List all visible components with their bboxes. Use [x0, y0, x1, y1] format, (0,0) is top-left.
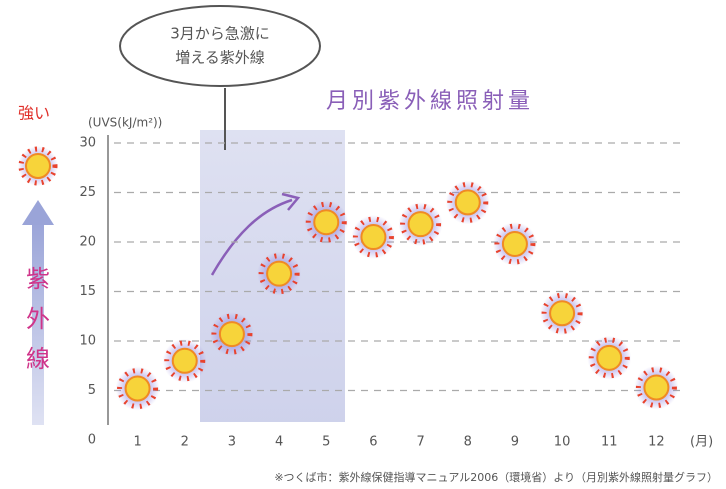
x-axis-label: (月) [690, 435, 713, 450]
x-tick-label: 10 [554, 435, 571, 450]
sun-marker [266, 260, 293, 287]
sun-rays [258, 253, 300, 295]
sun-marker [171, 347, 198, 374]
side-label: 紫 [26, 265, 50, 293]
x-tick-label: 11 [601, 435, 618, 450]
sun-marker [643, 374, 670, 401]
y-tick-label: 15 [79, 284, 96, 299]
x-tick-label: 3 [228, 435, 236, 450]
callout-bubble [119, 5, 321, 87]
y-tick-label: 20 [79, 235, 96, 250]
sun-rays [635, 367, 677, 409]
x-tick-label: 5 [322, 435, 330, 450]
sun-rays [305, 201, 347, 243]
callout-line: 増える紫外線 [175, 49, 265, 67]
x-tick-label: 7 [416, 435, 424, 450]
x-tick-label: 8 [464, 435, 472, 450]
sun-marker [360, 224, 387, 251]
y-tick-label: 30 [79, 136, 96, 151]
x-tick-label: 4 [275, 435, 283, 450]
x-tick-label: 9 [511, 435, 519, 450]
sun-rays [117, 368, 159, 410]
sun-marker [501, 230, 528, 257]
x-tick-label: 2 [181, 435, 189, 450]
side-label: 線 [26, 345, 50, 373]
trend-arrow [210, 198, 293, 276]
sun-marker [407, 211, 434, 238]
icon-sun [25, 153, 51, 179]
sun-marker [313, 209, 340, 236]
sun-rays [352, 216, 394, 258]
sun-rays [211, 313, 253, 355]
y-tick-label: 5 [88, 383, 96, 398]
sun-marker [218, 321, 245, 348]
strength-arrowhead [22, 200, 54, 225]
y-tick-label: 10 [79, 334, 96, 349]
sun-rays [447, 181, 489, 223]
y-tick-label: 25 [79, 185, 96, 200]
sun-rays [400, 203, 442, 245]
x-tick-label: 12 [648, 435, 665, 450]
chart-title: 月別紫外線照射量 [326, 89, 534, 114]
sun-rays [494, 223, 536, 265]
sun-marker [454, 189, 481, 216]
y-tick-label: 0 [88, 433, 96, 448]
strength-arrow [32, 220, 44, 425]
sun-rays [588, 337, 630, 379]
trend-arrowhead [281, 192, 301, 211]
x-tick-label: 1 [133, 435, 141, 450]
sun-marker [124, 375, 151, 402]
sun-marker [596, 344, 623, 371]
side-label: 外 [26, 305, 50, 333]
source-note: ※つくば市：紫外線保健指導マニュアル2006（環境省）より（月別紫外線照射量グラ… [274, 470, 718, 484]
y-axis-label: (UVS(kJ/m²)) [88, 116, 162, 130]
callout-line: 3月から急激に [170, 25, 270, 43]
x-tick-label: 6 [369, 435, 377, 450]
strength-label: 強い [18, 104, 50, 123]
sun-marker [549, 300, 576, 327]
icon-rays [18, 146, 58, 186]
sun-rays [541, 292, 583, 334]
sun-rays [164, 340, 206, 382]
